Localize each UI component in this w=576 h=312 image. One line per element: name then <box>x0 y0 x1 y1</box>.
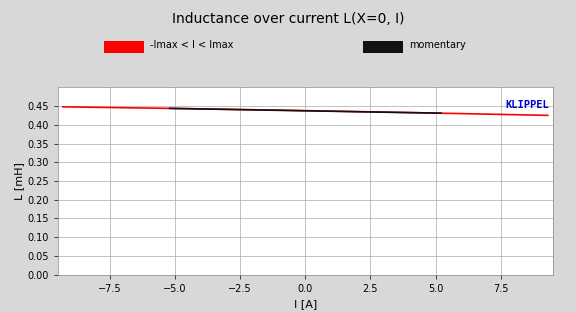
Text: momentary: momentary <box>409 40 466 50</box>
Text: -Imax < I < Imax: -Imax < I < Imax <box>150 40 233 50</box>
Y-axis label: L [mH]: L [mH] <box>14 162 24 200</box>
X-axis label: I [A]: I [A] <box>294 299 317 309</box>
Text: KLIPPEL: KLIPPEL <box>506 100 550 110</box>
Text: Inductance over current L(X=0, I): Inductance over current L(X=0, I) <box>172 12 404 27</box>
